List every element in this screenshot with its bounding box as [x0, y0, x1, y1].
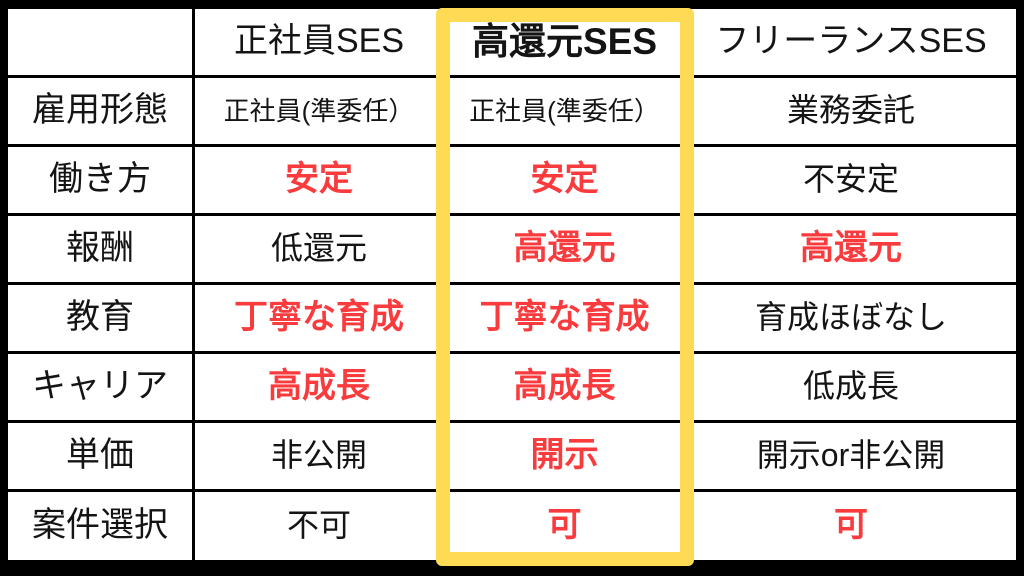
header-blank	[8, 9, 192, 75]
row-label-project-selection: 案件選択	[8, 492, 192, 560]
row-label-compensation: 報酬	[8, 216, 192, 282]
cell-compensation-freelance-ses: 高還元	[686, 216, 1016, 282]
row-label-unit-price: 単価	[8, 423, 192, 489]
cell-compensation-regular-ses: 低還元	[195, 216, 443, 282]
cell-unit-price-freelance-ses: 開示or非公開	[686, 423, 1016, 489]
cell-project-selection-high-return-ses: 可	[446, 492, 683, 560]
cell-employment-type-freelance-ses: 業務委託	[686, 78, 1016, 144]
header-high-return-ses: 高還元SES	[446, 9, 683, 75]
comparison-table: 正社員SES 高還元SES フリーランスSES 雇用形態 正社員(準委任） 正社…	[8, 9, 1016, 560]
cell-employment-type-high-return-ses: 正社員(準委任）	[446, 78, 683, 144]
cell-work-style-high-return-ses: 安定	[446, 147, 683, 213]
cell-work-style-regular-ses: 安定	[195, 147, 443, 213]
cell-unit-price-regular-ses: 非公開	[195, 423, 443, 489]
cell-project-selection-regular-ses: 不可	[195, 492, 443, 560]
cell-work-style-freelance-ses: 不安定	[686, 147, 1016, 213]
cell-education-freelance-ses: 育成ほぼなし	[686, 285, 1016, 351]
row-label-career: キャリア	[8, 354, 192, 420]
cell-career-freelance-ses: 低成長	[686, 354, 1016, 420]
cell-employment-type-regular-ses: 正社員(準委任）	[195, 78, 443, 144]
cell-compensation-high-return-ses: 高還元	[446, 216, 683, 282]
row-label-education: 教育	[8, 285, 192, 351]
cell-education-high-return-ses: 丁寧な育成	[446, 285, 683, 351]
cell-project-selection-freelance-ses: 可	[686, 492, 1016, 560]
header-regular-ses: 正社員SES	[195, 9, 443, 75]
cell-career-high-return-ses: 高成長	[446, 354, 683, 420]
row-label-employment-type: 雇用形態	[8, 78, 192, 144]
cell-education-regular-ses: 丁寧な育成	[195, 285, 443, 351]
cell-unit-price-high-return-ses: 開示	[446, 423, 683, 489]
header-freelance-ses: フリーランスSES	[686, 9, 1016, 75]
cell-career-regular-ses: 高成長	[195, 354, 443, 420]
row-label-work-style: 働き方	[8, 147, 192, 213]
